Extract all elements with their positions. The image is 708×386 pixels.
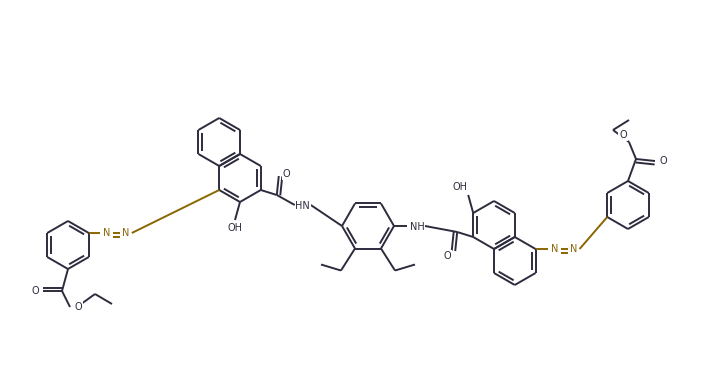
Text: N: N — [103, 228, 110, 238]
Text: O: O — [659, 156, 667, 166]
Text: O: O — [620, 130, 627, 140]
Text: O: O — [443, 251, 451, 261]
Text: O: O — [31, 286, 39, 296]
Text: HN: HN — [295, 201, 310, 211]
Text: OH: OH — [452, 182, 468, 192]
Text: N: N — [551, 244, 558, 254]
Text: O: O — [74, 302, 82, 312]
Text: N: N — [122, 228, 130, 238]
Text: NH: NH — [410, 222, 424, 232]
Text: O: O — [283, 169, 290, 179]
Text: N: N — [570, 244, 577, 254]
Text: OH: OH — [227, 223, 243, 233]
